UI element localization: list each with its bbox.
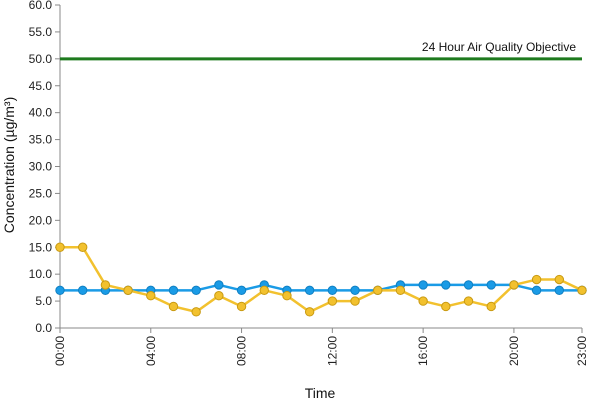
y-tick-label: 60.0	[29, 0, 53, 12]
series-2-point	[146, 291, 156, 301]
series-2-point	[100, 280, 111, 290]
series-2-point	[395, 285, 406, 296]
y-tick-label: 5.0	[35, 294, 52, 308]
x-tick-label: 08:00	[235, 336, 249, 366]
series-1-point	[554, 285, 565, 296]
series-2-point	[214, 291, 224, 301]
x-axis-title: Time	[305, 385, 336, 400]
series-1-point	[55, 285, 65, 296]
series-2-point	[327, 296, 338, 306]
series-2-point	[55, 242, 65, 252]
series-1-point	[486, 280, 496, 290]
y-tick-label: 15.0	[29, 240, 53, 254]
series-2-point	[441, 301, 451, 312]
series-1-point	[236, 285, 247, 296]
series-2-point	[509, 280, 519, 290]
y-tick-label: 35.0	[29, 133, 53, 147]
series-1-point	[463, 280, 474, 290]
series-2-line	[60, 246, 583, 314]
series-2-point	[236, 301, 247, 312]
x-tick-label: 16:00	[416, 336, 430, 366]
y-tick-label: 55.0	[29, 25, 53, 39]
series-1-point	[77, 285, 88, 296]
y-tick-label: 10.0	[29, 267, 53, 281]
series-1-point	[191, 285, 201, 296]
series-1-line	[60, 283, 582, 292]
reference-line-label: 24 Hour Air Quality Objective	[422, 40, 576, 54]
x-tick-label: 12:00	[325, 336, 339, 366]
series-2-point	[282, 291, 292, 301]
series-2-point	[168, 301, 179, 312]
x-tick-label: 00:00	[53, 336, 67, 366]
x-tick-label: 20:00	[507, 336, 521, 366]
series-2-point	[77, 242, 88, 252]
plot-area: 0.0 5.0 10.0 15.0 20.0 25.0 30.0 35.0 40.0 45.0 50…	[29, 0, 589, 366]
y-tick-label: 45.0	[29, 79, 53, 93]
series-1-point	[168, 285, 179, 296]
series-1-point	[214, 280, 224, 290]
series-2-point	[304, 307, 315, 317]
series-2-point	[554, 274, 565, 285]
series-2-point	[373, 285, 383, 296]
x-tick-label: 04:00	[144, 336, 158, 366]
y-tick-label: 0.0	[35, 321, 52, 335]
series-2-point	[577, 285, 587, 296]
y-tick-label: 40.0	[29, 106, 53, 120]
series-2-point	[259, 285, 269, 296]
series-2-point	[350, 296, 360, 306]
series-2-point	[123, 285, 133, 296]
series-1-point	[327, 285, 338, 296]
series-2-point	[531, 274, 542, 285]
y-axis-title: Concentration (µg/m³)	[1, 97, 17, 233]
y-tick-label: 20.0	[29, 213, 53, 227]
series-1-point	[441, 280, 451, 290]
series-2-point	[486, 301, 496, 312]
series-2-point	[463, 296, 474, 306]
y-tick-label: 25.0	[29, 186, 53, 200]
series-1-point	[304, 285, 315, 296]
series-2-point	[191, 307, 201, 317]
x-tick-label: 23:00	[575, 336, 589, 366]
y-tick-label: 30.0	[29, 160, 53, 174]
series-1-point	[531, 285, 542, 296]
y-tick-label: 50.0	[29, 52, 53, 66]
series-1-point	[418, 280, 428, 290]
series-1-point	[350, 285, 360, 296]
series-2-point	[418, 296, 428, 306]
